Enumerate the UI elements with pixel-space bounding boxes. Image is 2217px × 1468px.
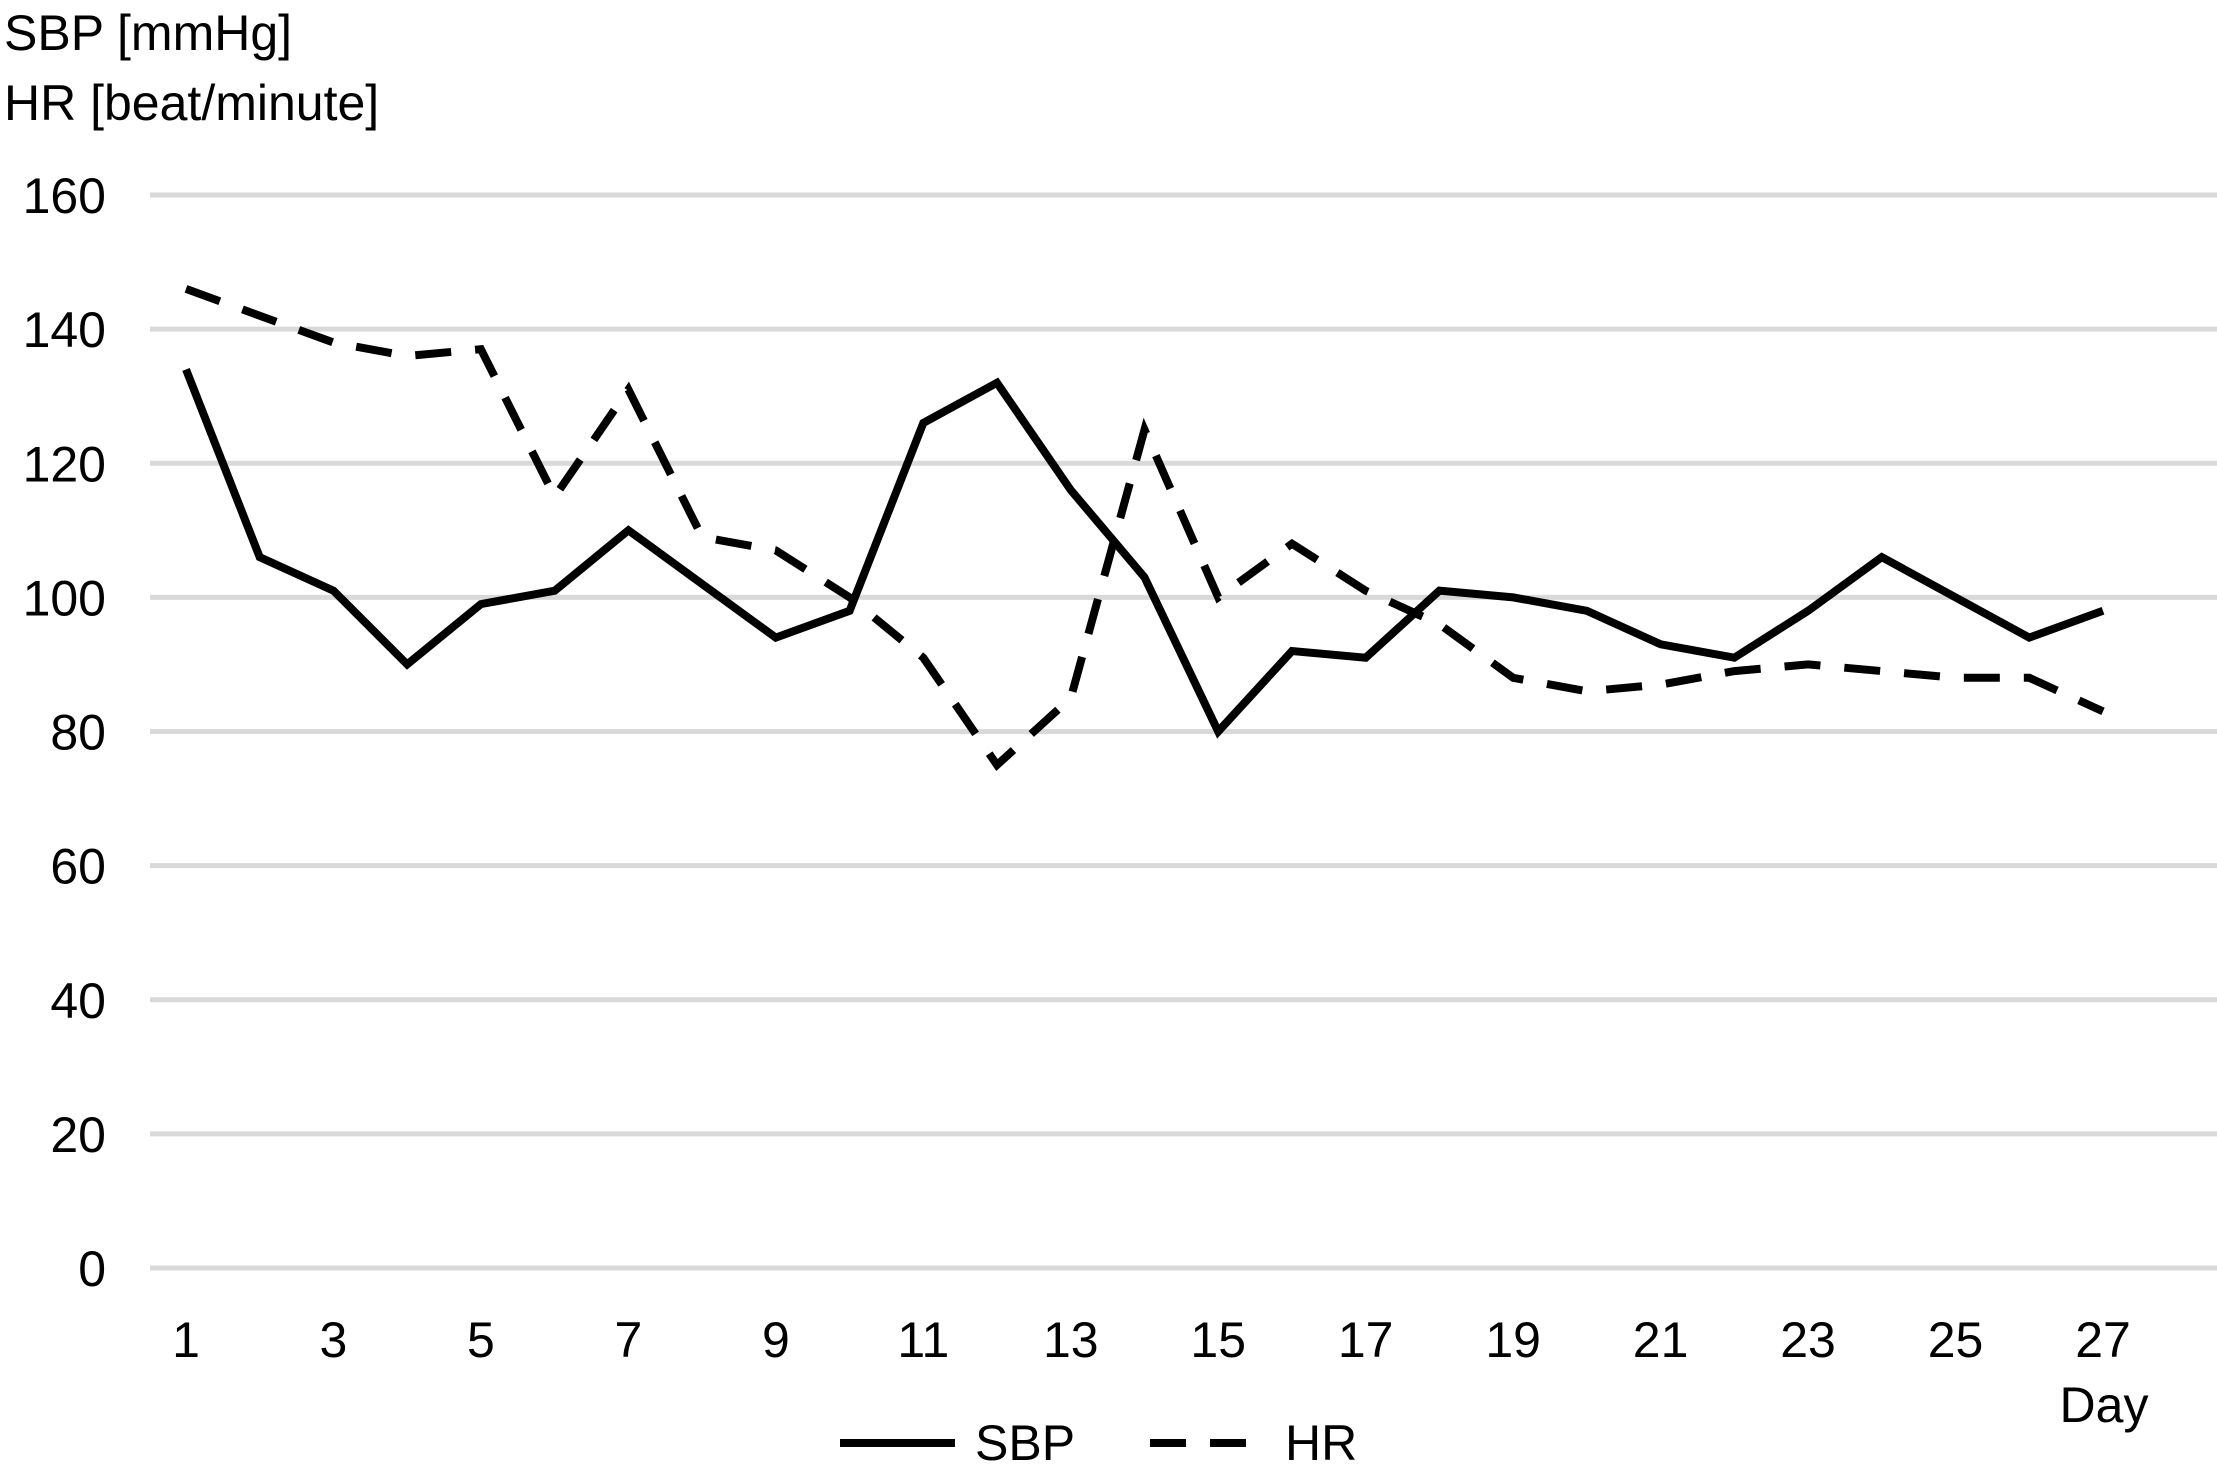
x-tick-label-11: 11: [897, 1312, 949, 1368]
y-tick-label-160: 160: [23, 168, 106, 224]
legend: SBP HR: [840, 1415, 1357, 1468]
legend-label-sbp: SBP: [975, 1415, 1075, 1468]
y-tick-label-0: 0: [78, 1241, 106, 1297]
y-tick-label-60: 60: [50, 839, 106, 895]
x-tick-label-9: 9: [762, 1312, 790, 1368]
x-tick-label-13: 13: [1043, 1312, 1099, 1368]
x-axis-tick-labels: 1 3 5 7 9 11 13 15 17 19 21 23 25 27: [172, 1312, 2131, 1368]
series-line-sbp: [182, 367, 2105, 739]
series-line-hr: [184, 285, 2105, 772]
x-tick-label-21: 21: [1633, 1312, 1689, 1368]
x-tick-label-5: 5: [467, 1312, 495, 1368]
y-tick-label-20: 20: [50, 1107, 106, 1163]
x-tick-label-1: 1: [172, 1312, 200, 1368]
series-lines: [182, 285, 2105, 772]
x-tick-label-3: 3: [320, 1312, 348, 1368]
x-tick-label-25: 25: [1928, 1312, 1984, 1368]
x-tick-label-19: 19: [1485, 1312, 1541, 1368]
x-tick-label-23: 23: [1780, 1312, 1836, 1368]
y-tick-label-120: 120: [23, 436, 106, 492]
x-tick-label-15: 15: [1190, 1312, 1246, 1368]
y-axis-label-line-2: HR [beat/minute]: [4, 75, 379, 131]
y-tick-label-40: 40: [50, 973, 106, 1029]
y-axis-tick-labels: 0 20 40 60 80 100 120 140 160: [23, 168, 106, 1297]
y-tick-label-100: 100: [23, 570, 106, 626]
x-tick-label-7: 7: [614, 1312, 642, 1368]
x-tick-label-17: 17: [1338, 1312, 1394, 1368]
y-axis-label-line-1: SBP [mmHg]: [4, 5, 292, 61]
x-axis-label: Day: [2060, 1377, 2149, 1433]
legend-label-hr: HR: [1285, 1415, 1357, 1468]
y-tick-label-80: 80: [50, 705, 106, 761]
y-tick-label-140: 140: [23, 302, 106, 358]
gridlines: [150, 192, 2217, 1271]
x-tick-label-27: 27: [2075, 1312, 2131, 1368]
